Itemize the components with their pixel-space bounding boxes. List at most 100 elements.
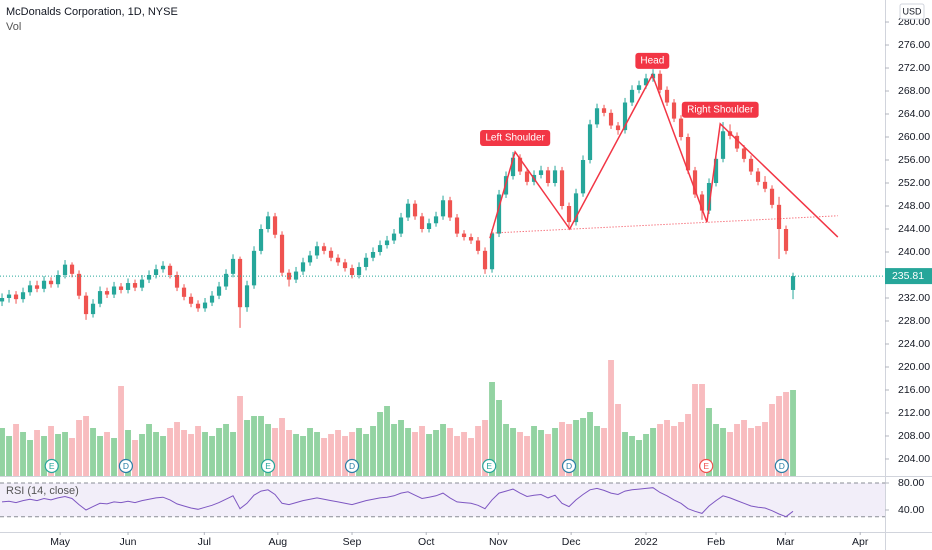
volume-bar bbox=[342, 436, 348, 476]
candle-body bbox=[412, 203, 418, 217]
volume-bar bbox=[321, 438, 327, 476]
y-tick-label: 276.00 bbox=[898, 39, 930, 51]
x-tick-label: Jul bbox=[198, 536, 211, 548]
candle-body bbox=[671, 102, 677, 119]
volume-bar bbox=[517, 432, 523, 476]
candle-body bbox=[517, 157, 523, 172]
volume-bar bbox=[328, 434, 334, 476]
volume-bar bbox=[167, 428, 173, 476]
volume-bar bbox=[265, 424, 271, 476]
volume-bar bbox=[790, 390, 796, 476]
candle-body bbox=[776, 204, 782, 230]
volume-bar bbox=[671, 426, 677, 476]
rsi-line bbox=[1, 487, 794, 518]
volume-bar bbox=[223, 424, 229, 476]
event-marker bbox=[44, 458, 59, 474]
candle-body bbox=[55, 274, 61, 285]
y-tick-label: 268.00 bbox=[898, 85, 930, 97]
candle-body bbox=[384, 240, 390, 246]
candle-body bbox=[706, 183, 712, 211]
candle-body bbox=[643, 78, 649, 86]
event-label: E bbox=[703, 461, 709, 471]
candle-body bbox=[496, 194, 502, 234]
candle-body bbox=[419, 216, 425, 230]
event-marker bbox=[118, 458, 134, 474]
candle-body bbox=[713, 158, 719, 184]
volume-bar bbox=[314, 432, 320, 476]
rsi-band bbox=[0, 483, 885, 517]
volume-bar bbox=[510, 428, 516, 476]
candle-body bbox=[20, 292, 26, 300]
candle-body bbox=[104, 291, 110, 295]
candle-body bbox=[97, 291, 103, 304]
candle-body bbox=[195, 303, 201, 309]
candle-body bbox=[510, 157, 516, 177]
candle-body bbox=[524, 171, 530, 182]
volume-bar bbox=[608, 360, 614, 476]
volume-bar bbox=[720, 428, 726, 476]
candle-body bbox=[594, 108, 600, 125]
volume-bar bbox=[272, 428, 278, 476]
volume-bar bbox=[202, 432, 208, 476]
volume-bar bbox=[405, 428, 411, 476]
rsi-tick-label: 40.00 bbox=[898, 504, 924, 516]
candle-body bbox=[573, 193, 579, 223]
candle-body bbox=[447, 200, 453, 218]
candle-body bbox=[440, 200, 446, 217]
candle-body bbox=[559, 170, 565, 207]
pattern-label: Left Shoulder bbox=[485, 133, 545, 144]
volume-bar bbox=[55, 434, 61, 476]
volume-bar bbox=[482, 420, 488, 476]
candle-body bbox=[335, 257, 341, 263]
candle-body bbox=[678, 118, 684, 138]
volume-bar bbox=[188, 434, 194, 476]
event-marker bbox=[344, 458, 360, 474]
volume-bar bbox=[566, 424, 572, 476]
candle-body bbox=[146, 274, 152, 280]
candle-body bbox=[244, 285, 250, 308]
volume-bar bbox=[391, 424, 397, 476]
event-label: D bbox=[779, 461, 785, 471]
volume-bar bbox=[69, 438, 75, 476]
event-label: D bbox=[349, 461, 355, 471]
x-tick-label: Apr bbox=[852, 536, 869, 548]
volume-bar bbox=[685, 414, 691, 476]
candle-body bbox=[622, 102, 628, 131]
candle-body bbox=[41, 280, 47, 289]
candle-body bbox=[370, 252, 376, 258]
y-tick-label: 232.00 bbox=[898, 292, 930, 304]
volume-bar bbox=[559, 422, 565, 476]
volume-bar bbox=[48, 426, 54, 476]
pattern-label-box bbox=[635, 52, 670, 69]
candle-body bbox=[566, 206, 572, 223]
volume-bar bbox=[601, 428, 607, 476]
candle-body bbox=[272, 216, 278, 235]
candle-body bbox=[209, 295, 215, 303]
x-tick-label: 2022 bbox=[634, 536, 658, 548]
candle-body bbox=[48, 280, 54, 285]
y-tick-label: 216.00 bbox=[898, 384, 930, 396]
volume-bar bbox=[524, 436, 530, 476]
volume-bar bbox=[335, 430, 341, 476]
y-tick-label: 220.00 bbox=[898, 361, 930, 373]
volume-bar bbox=[664, 420, 670, 476]
volume-bar bbox=[230, 432, 236, 476]
candle-body bbox=[790, 276, 796, 290]
volume-bar bbox=[615, 404, 621, 476]
candle-body bbox=[307, 255, 313, 263]
volume-bar bbox=[538, 430, 544, 476]
volume-bar bbox=[573, 420, 579, 476]
event-marker bbox=[482, 458, 497, 474]
volume-bar bbox=[755, 426, 761, 476]
event-label: D bbox=[566, 461, 572, 471]
candle-body bbox=[181, 287, 187, 297]
candle-body bbox=[489, 233, 495, 270]
volume-bar bbox=[244, 420, 250, 476]
volume-bar bbox=[503, 424, 509, 476]
candle-body bbox=[699, 194, 705, 211]
volume-bar bbox=[636, 440, 642, 476]
volume-bar bbox=[34, 430, 40, 476]
event-marker bbox=[561, 458, 577, 474]
candle-body bbox=[167, 265, 173, 275]
